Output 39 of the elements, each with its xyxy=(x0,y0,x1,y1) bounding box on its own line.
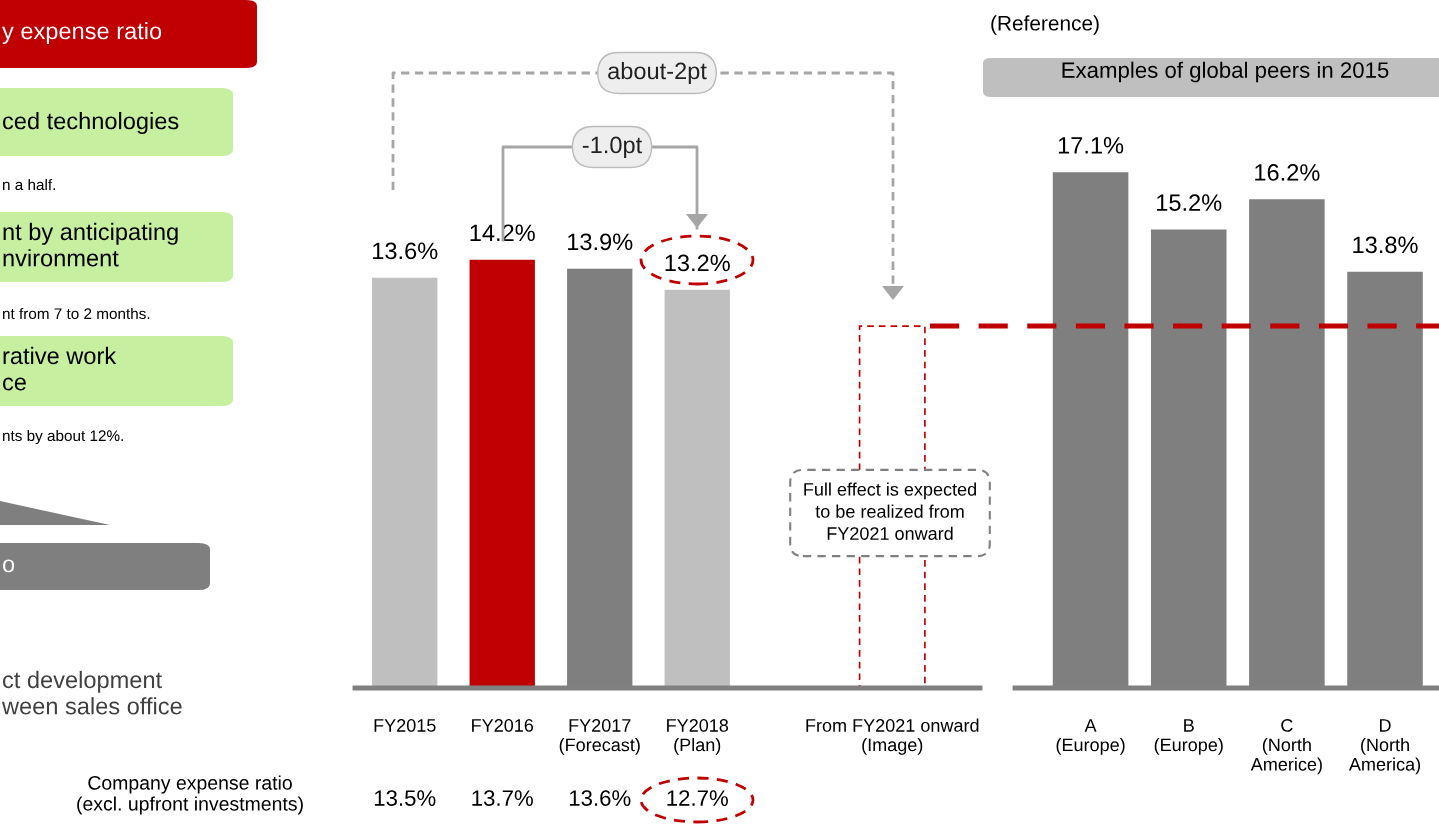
data-label: 14.2% xyxy=(470,224,535,242)
chart-title: Examples of global peers in 2015 xyxy=(1062,61,1389,83)
text: ct development ween sales office xyxy=(1,670,182,715)
x-tick-label: B (Europe) xyxy=(1154,719,1223,755)
x-tick-label: A (Europe) xyxy=(1056,719,1125,755)
x-tick-label: FY2018 (Plan) xyxy=(667,719,729,755)
x-tick-label: FY2016 xyxy=(472,719,534,732)
x-tick-label: D (North America) xyxy=(1348,719,1421,775)
x-tick-label: FY2017 (Forecast) xyxy=(559,719,640,755)
data-label: 13.2% xyxy=(665,254,730,272)
data-label: 13.8% xyxy=(1353,236,1418,254)
x-tick-label: C (North Americe) xyxy=(1250,719,1322,775)
x-tick-label: FY2015 xyxy=(374,719,436,732)
text: about-2pt xyxy=(608,62,707,84)
text: 13.6% xyxy=(569,790,631,806)
text: rative work ce xyxy=(3,346,117,391)
bar xyxy=(664,289,730,688)
data-label: 13.6% xyxy=(373,242,438,260)
text: o xyxy=(2,559,15,573)
text: 12.7% xyxy=(667,790,728,806)
x-tick-label: From FY2021 onward (Image) xyxy=(806,718,979,755)
text: -1.0pt xyxy=(582,136,643,159)
text: 13.7% xyxy=(472,790,533,806)
data-label: 16.2% xyxy=(1255,164,1320,181)
text: y expense ratio xyxy=(2,22,162,44)
data-label: 13.9% xyxy=(568,233,633,251)
text: n a half. xyxy=(3,178,55,191)
annotation: Full effect is expected to be realized from FY2021 onward xyxy=(804,482,976,540)
text: 13.5% xyxy=(374,790,436,806)
data-label: 15.2% xyxy=(1157,194,1222,211)
bar xyxy=(469,259,535,688)
text: Company expense ratio (excl. upfront investments) xyxy=(77,775,303,815)
text: nt by anticipating nvironment xyxy=(3,222,178,267)
text: ced technologies xyxy=(3,112,179,135)
text: nts by about 12%. xyxy=(3,429,123,445)
data-label: 17.1% xyxy=(1058,137,1124,154)
bar xyxy=(372,277,438,688)
text: nt from 7 to 2 months. xyxy=(3,307,150,320)
chart-subtitle: (Reference) xyxy=(991,15,1099,35)
